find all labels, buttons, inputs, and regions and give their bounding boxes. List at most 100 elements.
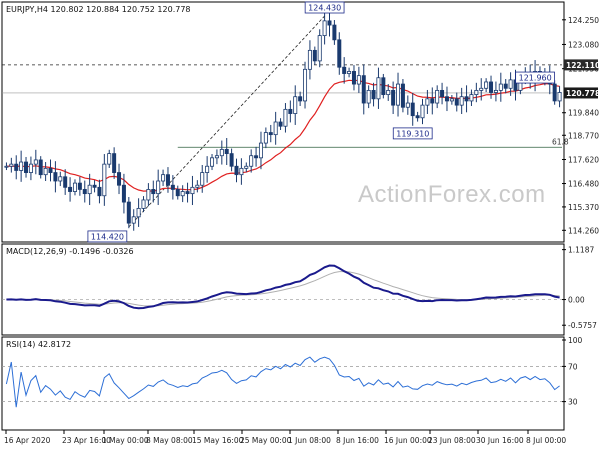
candle-body <box>459 96 464 106</box>
candle-body <box>161 174 166 182</box>
candle-body <box>112 153 117 173</box>
candle-body <box>317 35 322 62</box>
candle <box>435 85 440 109</box>
candle-body <box>107 153 112 165</box>
candle-body <box>396 83 401 106</box>
candle <box>87 173 92 206</box>
resistance-badge-text: 122.110 <box>566 61 600 70</box>
candle <box>474 82 479 103</box>
candle <box>161 169 166 187</box>
candle-body <box>156 180 161 195</box>
candle <box>205 156 210 183</box>
candle <box>4 162 9 171</box>
candle <box>400 79 405 113</box>
candle-body <box>87 184 92 195</box>
price-y-tick-label: 124.250 <box>568 16 599 25</box>
candle-body <box>273 121 278 136</box>
candle <box>342 57 347 84</box>
candle-body <box>200 172 205 186</box>
candle-body <box>33 159 38 165</box>
price-y-tick-label: 118.770 <box>568 131 599 140</box>
candle-body <box>474 89 479 96</box>
candle <box>77 176 82 196</box>
candle-body <box>489 81 494 93</box>
candle <box>190 175 195 206</box>
candle-body <box>165 174 170 186</box>
candle <box>371 82 376 107</box>
candle <box>131 209 136 231</box>
candle <box>9 157 14 173</box>
candle-body <box>28 163 33 173</box>
candle-body <box>469 94 474 102</box>
candle-body <box>121 184 126 203</box>
rsi-y-tick-label: 70 <box>568 362 578 371</box>
candle <box>224 138 229 165</box>
candle <box>464 85 469 113</box>
candle <box>405 95 410 115</box>
price-annotation: 124.430 <box>304 1 345 14</box>
candle-body <box>366 89 371 104</box>
candle <box>444 86 449 112</box>
candle <box>425 89 430 114</box>
candle-body <box>391 89 396 106</box>
candle-body <box>454 98 459 106</box>
candle-body <box>190 186 195 195</box>
trend-line <box>128 15 325 228</box>
candle <box>68 177 73 202</box>
price-annotation: 119.310 <box>392 127 433 140</box>
candle-body <box>342 66 347 74</box>
candle-body <box>141 199 146 209</box>
candle-body <box>503 83 508 89</box>
candle-body <box>557 92 562 102</box>
candle <box>430 87 435 115</box>
candle <box>63 169 68 195</box>
candle-body <box>24 161 29 173</box>
rsi-y-tick-label: 100 <box>568 336 583 345</box>
candle-body <box>43 167 48 176</box>
x-tick-label: 16 Jun 00:00 <box>384 436 432 445</box>
candle <box>312 46 317 65</box>
candle <box>484 78 489 93</box>
candle-body <box>175 189 180 197</box>
candle <box>449 95 454 105</box>
candle <box>165 167 170 193</box>
x-tick-label: 23 Jun 08:00 <box>428 436 476 445</box>
candle <box>557 86 562 108</box>
candle-body <box>131 216 136 224</box>
candle-body <box>430 98 435 104</box>
candle-body <box>337 39 342 68</box>
last-price-badge-text: 120.778 <box>566 89 600 98</box>
candle-body <box>347 71 352 74</box>
candle-body <box>298 96 303 102</box>
price-annotation: 114.420 <box>87 230 128 243</box>
candle <box>151 180 156 203</box>
candle-body <box>479 87 484 91</box>
candle <box>493 81 498 102</box>
x-tick-label: 25 May 00:00 <box>240 436 292 445</box>
x-tick-label: 30 Jun 16:00 <box>476 436 524 445</box>
candle <box>366 85 371 109</box>
candle <box>180 185 185 203</box>
candle-body <box>97 186 102 197</box>
annotation-text: 114.420 <box>91 232 124 241</box>
candle <box>249 149 254 173</box>
candle-body <box>77 182 82 190</box>
x-tick-label: 8 Jul 00:00 <box>526 436 566 445</box>
annotation-text: 121.960 <box>519 74 552 83</box>
candle-body <box>464 96 469 102</box>
candle <box>258 131 263 170</box>
candle-body <box>48 167 53 173</box>
price-y-tick-label: 116.480 <box>568 180 599 189</box>
candle-body <box>303 68 308 102</box>
candle-body <box>278 121 283 127</box>
price-annotation: 121.960 <box>515 71 555 84</box>
candle <box>82 180 87 203</box>
candle-body <box>293 96 298 114</box>
candle-body <box>185 191 190 195</box>
candle-body <box>327 20 332 26</box>
macd-y-tick-label: 1.1187 <box>568 246 594 255</box>
candle-body <box>425 98 430 106</box>
macd-plot <box>2 264 562 310</box>
candle-body <box>371 89 376 100</box>
